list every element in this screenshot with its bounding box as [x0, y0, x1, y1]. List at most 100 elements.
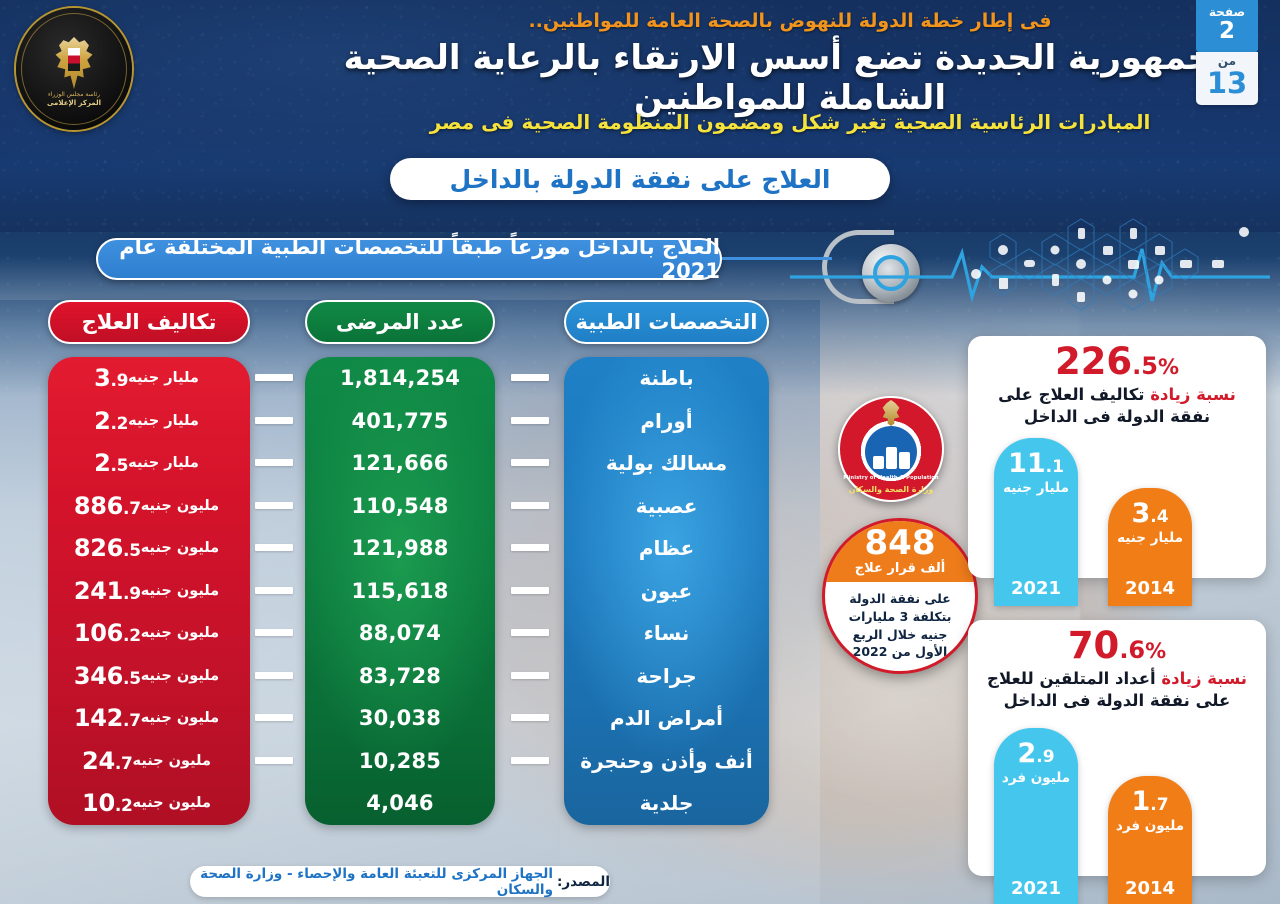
bar-unit: مليون فرد	[1001, 770, 1071, 786]
bar-unit: مليار جنيه	[1117, 530, 1183, 546]
page-label: صفحة	[1208, 5, 1246, 19]
cost-value: 2.2	[94, 406, 129, 435]
bar-value: 1.7	[1131, 786, 1169, 817]
table-row: مليون جنيه 886.7	[48, 485, 250, 528]
table-row: 110,548	[305, 485, 495, 528]
source-note: المصدر: الجهاز المركزى للتعبئة العامة وا…	[190, 865, 610, 898]
cost-unit: مليار جنيه	[128, 412, 199, 429]
page-total: 13	[1206, 65, 1248, 100]
table-row: 4,046	[305, 782, 495, 825]
table-row: مليون جنيه 142.7	[48, 697, 250, 740]
patient-count: 401,775	[351, 408, 449, 433]
page-of-label: من	[1217, 54, 1237, 69]
specialty-name: عصبية	[635, 493, 698, 518]
stethoscope-tube	[822, 230, 894, 304]
source-key: المصدر:	[556, 873, 610, 890]
badge-top-band: 848 ألف قرار علاج	[825, 521, 975, 582]
cost-value: 3.9	[94, 364, 129, 393]
bar-unit: مليار جنيه	[1003, 480, 1069, 496]
row-separator-tick	[511, 459, 549, 466]
cost-unit: مليار جنيه	[128, 370, 199, 387]
cost-value: 2.5	[94, 449, 129, 478]
table-row: مليار جنيه 3.9	[48, 357, 250, 400]
column-treatment-costs: تكاليف العلاج مليار جنيه 3.9 مليار جنيه 2.2…	[48, 300, 250, 825]
column-specialties: التخصصات الطبية باطنة أورام مسالك بولية عصب…	[564, 300, 769, 825]
table-row: مليون جنيه 346.5	[48, 655, 250, 698]
row-separator-tick	[511, 374, 549, 381]
row-separator-tick	[255, 671, 293, 679]
table-row: مسالك بولية	[564, 442, 769, 485]
table-row: 1,814,254	[305, 357, 495, 400]
table-row: 10,285	[305, 740, 495, 783]
cost-value: 24.7	[82, 746, 133, 775]
row-separator-tick	[511, 756, 549, 764]
patient-count: 110,548	[351, 493, 449, 518]
header-subline: المبادرات الرئاسية الصحية تغير شكل ومضمو…	[429, 110, 1151, 134]
row-separator-tick	[255, 544, 293, 551]
table-row: مليون جنيه 826.5	[48, 527, 250, 570]
patient-count: 121,666	[351, 451, 449, 476]
topic-pill: العلاج على نفقة الدولة بالداخل	[390, 158, 890, 200]
stethoscope-diaphragm	[862, 244, 920, 302]
badge-caption: ألف قرار علاج	[854, 561, 946, 576]
row-separator-tick	[255, 756, 293, 764]
row-separator-tick	[255, 374, 293, 381]
column-body-patients: 1,814,254 401,775 121,666 110,548 121,988 115…	[305, 357, 495, 825]
cost-value: 241.9	[73, 576, 141, 605]
patient-count: 121,988	[351, 536, 449, 561]
row-separator-tick	[255, 459, 293, 466]
column-body-specialty: باطنة أورام مسالك بولية عصبية عظام عيون نساء جر…	[564, 357, 769, 825]
row-separator-tick	[511, 416, 549, 424]
row-separator-tick	[255, 586, 293, 594]
table-row: 115,618	[305, 570, 495, 613]
cost-unit: مليون جنيه	[132, 752, 211, 769]
page-badge-top: صفحة 2	[1196, 0, 1258, 53]
table-row: أمراض الدم	[564, 697, 769, 740]
cost-value: 10.2	[82, 789, 133, 818]
cost-value: 886.7	[73, 491, 141, 520]
table-row: مليون جنيه 24.7	[48, 740, 250, 783]
cost-value: 826.5	[73, 534, 141, 563]
panel-description: نسبة زيادة أعداد المتلقين للعلاج على نفق…	[968, 664, 1266, 712]
panel-description-rest: تكاليف العلاج على نفقة الدولة فى الداخل	[998, 385, 1211, 426]
treatment-decisions-badge: 848 ألف قرار علاج على نفقة الدولة بتكلفة…	[822, 518, 978, 674]
column-header-cost: تكاليف العلاج	[48, 300, 250, 344]
stethoscope-icon	[820, 222, 950, 322]
column-separator-right	[511, 356, 549, 764]
patient-count: 10,285	[358, 748, 442, 773]
bar-value: 3.4	[1131, 498, 1169, 529]
cost-unit: مليون جنيه	[140, 667, 220, 684]
specialty-name: مسالك بولية	[605, 451, 728, 476]
table-row: 121,988	[305, 527, 495, 570]
patient-count: 88,074	[358, 621, 442, 646]
bar-year: 2021	[1010, 578, 1062, 599]
row-separator-tick	[511, 629, 549, 636]
row-separator-tick	[511, 714, 549, 721]
row-separator-tick	[511, 671, 549, 679]
bar-year: 2014	[1124, 878, 1176, 899]
page-badge: صفحة 2 من 13	[1196, 0, 1258, 105]
specialty-name: أورام	[640, 408, 693, 433]
specialty-name: جلدية	[639, 791, 694, 816]
table-row: مليون جنيه 241.9	[48, 570, 250, 613]
cost-unit: مليون جنيه	[140, 625, 220, 642]
table-row: باطنة	[564, 357, 769, 400]
header-headline: الجمهورية الجديدة تضع أسس الارتقاء بالرع…	[343, 38, 1237, 119]
row-separator-tick	[255, 416, 293, 424]
source-text: الجهاز المركزى للتعبئة العامة والإحصاء -…	[200, 865, 553, 898]
stat-panel-people-growth: 70.6% نسبة زيادة أعداد المتلقين للعلاج عل…	[968, 620, 1266, 904]
moh-label-en: Ministry of Health & Population	[843, 475, 939, 481]
table-row: 30,038	[305, 697, 495, 740]
page-badge-bottom: من 13	[1196, 52, 1258, 105]
eagle-emblem-small-icon	[882, 400, 900, 426]
medical-icons-hex-grid	[968, 212, 1268, 330]
patient-count: 30,038	[358, 706, 442, 731]
row-separator-tick	[255, 629, 293, 636]
specialty-name: جراحة	[636, 663, 697, 688]
comparison-bar-2014: 1.7 مليون فرد 2014	[1108, 776, 1192, 904]
comparison-bar-2014: 3.4 مليار جنيه 2014	[1108, 488, 1192, 606]
bar-value: 2.9	[1017, 738, 1055, 769]
panel-description-rest: أعداد المتلقين للعلاج على نفقة الدولة فى…	[987, 669, 1231, 710]
table-row: مليون جنيه 106.2	[48, 612, 250, 655]
